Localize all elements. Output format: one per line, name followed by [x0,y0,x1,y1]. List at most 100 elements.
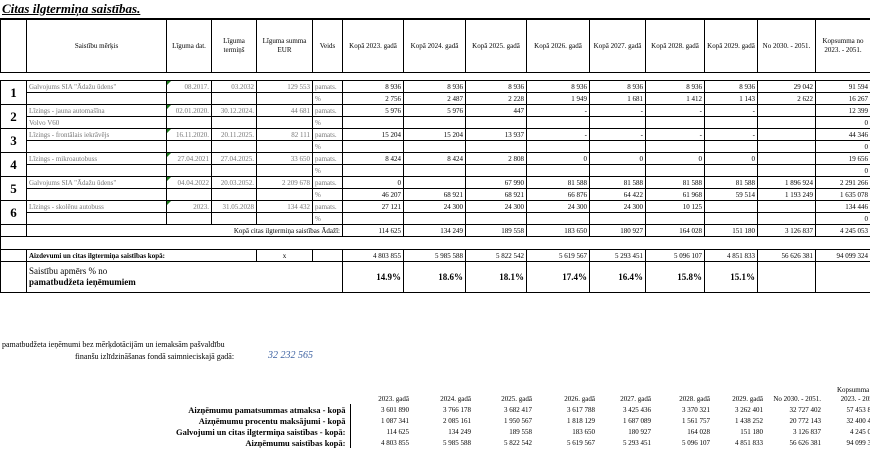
value-cell: 12 399 [815,104,870,117]
type-cell: pamats. [312,152,343,165]
total-all-value: 5 096 107 [645,249,705,262]
summary-value: 1 687 089 [623,416,651,425]
summary-value: 3 617 788 [567,405,595,414]
table-row: 1 Galvojums SIA "Ādažu ūdens" 08.2017. 03.2… [0,80,870,105]
empty-cell [211,212,257,225]
type-cell: pamats. [312,176,343,189]
value-cell: 8 936 [465,80,527,93]
total-other-value: 164 028 [645,224,705,237]
row-number: 5 [0,176,27,201]
spacer-cell [0,236,870,250]
summary-value: 134 249 [448,427,471,436]
value-cell: 5 976 [342,104,404,117]
value-cell: 8 936 [645,80,705,93]
contract-sum-cell: 33 650 [256,152,313,165]
summary-value: 3 262 401 [735,405,763,414]
interest-cell [465,212,527,225]
summary-value: 114 625 [386,427,410,436]
header-cell: Kopā 2026. gadā [526,19,590,73]
interest-cell: 0 [815,116,870,129]
header-cell: Kopā 2027. gadā [589,19,646,73]
interest-cell: 2 228 [465,92,527,105]
summary-value: 151 180 [740,427,763,436]
value-cell: 2 808 [465,152,527,165]
value-cell: 8 936 [704,80,758,93]
value-cell: 27 121 [342,200,404,213]
total-other-value: 189 558 [465,224,527,237]
summary-header-cell: 2023. gadā [378,395,409,403]
interest-cell: 1 193 249 [757,188,816,201]
ratio-label-1: Saistību apmērs % no [29,266,108,276]
contract-term-cell: 20.03.2052. [211,176,257,189]
contract-term-cell: 31.05.2028 [211,200,257,213]
value-cell: 29 042 [757,80,816,93]
pct-cell: % [312,188,343,201]
interest-cell [645,212,705,225]
summary-value: 1 438 252 [735,416,763,425]
interest-cell [342,140,404,153]
value-cell: 81 588 [526,176,590,189]
ratio-value: 18.6% [403,261,466,293]
value-cell: 2 291 266 [815,176,870,189]
purpose-cell: Galvojums SIA "Ādažu ūdens" [26,176,167,189]
summary-value: 4 851 833 [735,438,763,447]
purpose-cell-2 [26,92,167,105]
spacer-row [1,73,870,81]
contract-term-cell: 27.04.2025. [211,152,257,165]
summary-header-cell: 2025. gadā [501,395,532,403]
header-cell: Kopā 2025. gadā [465,19,527,73]
interest-cell [589,140,646,153]
empty-cell [0,224,27,237]
empty-cell [256,188,313,201]
value-cell: - [704,104,758,117]
obligations-table: Saistību mērķis Līguma dat. Līguma termiņš… [0,19,870,293]
pct-cell: % [312,212,343,225]
interest-cell [757,212,816,225]
summary-value: 4 803 855 [381,438,409,447]
value-cell [757,152,816,165]
interest-cell: 61 968 [645,188,705,201]
pct-cell: % [312,140,343,153]
table-row: 5 Galvojums SIA "Ādažu ūdens" 04.04.2022 20… [0,176,870,201]
total-other-value: 4 245 053 [815,224,870,237]
header-cell-num [0,19,27,73]
value-cell: 1 896 924 [757,176,816,189]
total-all-value: 94 099 324 [815,249,870,262]
summary-header-cell: 2029. gadā [732,395,763,403]
summary-value: 3 425 436 [623,405,651,414]
summary-label: Aizņēmumu procentu maksājumi - kopā [0,415,351,426]
row-number: 3 [0,128,27,153]
summary-value: 5 822 542 [504,438,532,447]
table-row: % 2 756 2 487 2 228 1 949 1 681 1 412 1 143 2 62… [1,92,870,105]
contract-sum-cell: 129 553 [256,80,313,93]
header-cell: Saistību mērķis [26,19,167,73]
value-cell [704,200,758,213]
contract-date-cell: 2023. [166,200,212,213]
row-number: 1 [0,80,27,105]
interest-cell [403,212,466,225]
summary-value: 2 085 161 [443,416,471,425]
table-row: % 0 [1,164,870,177]
value-cell: 24 300 [403,200,466,213]
summary-value: 3 126 837 [793,427,821,436]
income-value: 32 232 565 [268,350,313,361]
purpose-cell: Līzings - jauna automašīna [26,104,167,117]
empty-cell [0,249,27,262]
summary-value: 4 245 053 [850,427,870,436]
interest-cell: 1 412 [645,92,705,105]
contract-date-cell: 16.11.2020. [166,128,212,141]
row-number: 4 [0,152,27,177]
interest-cell: 59 514 [704,188,758,201]
spacer-row [0,236,870,250]
header-cell: Kopā 2029. gadā [704,19,758,73]
total-all-value: 5 985 588 [403,249,466,262]
summary-value: 3 766 178 [443,405,471,414]
empty-cell [256,140,313,153]
value-cell: 81 588 [589,176,646,189]
value-cell: 10 125 [645,200,705,213]
summary-row: Galvojumi un citas ilgtermiņa saistības … [0,426,870,437]
summary-value: 5 096 107 [682,438,710,447]
interest-cell [645,116,705,129]
total-other-row: Kopā citas ilgtermiņa saistības Ādažī: 11… [0,224,870,237]
ratio-value: 15.1% [704,261,758,293]
